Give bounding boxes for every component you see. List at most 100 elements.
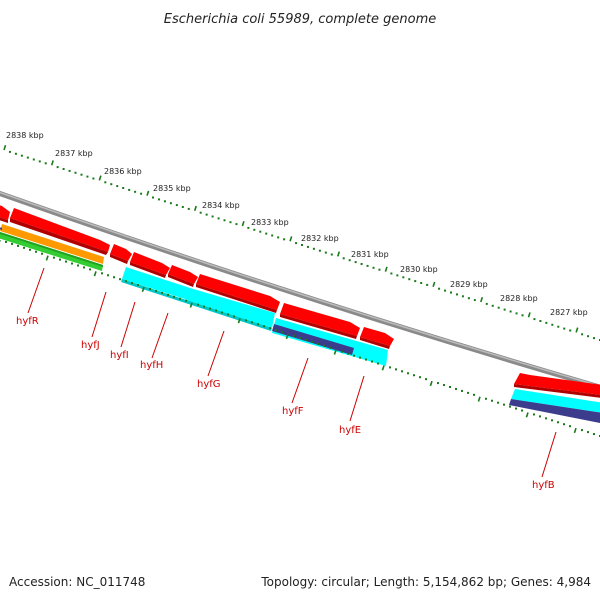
ruler-dot xyxy=(17,244,19,247)
ruler-dot xyxy=(119,278,121,281)
gene-label-hyfB[interactable]: hyfB xyxy=(532,480,555,491)
ruler-dot xyxy=(205,213,208,216)
cds-feature[interactable] xyxy=(280,314,357,339)
ruler-dot xyxy=(26,156,29,159)
cds-feature[interactable] xyxy=(168,274,194,287)
ruler-dot xyxy=(342,257,345,260)
cds-feature[interactable] xyxy=(0,202,10,220)
ruler-dot xyxy=(257,323,259,326)
cds-feature[interactable] xyxy=(168,265,198,284)
ruler-dot xyxy=(377,362,379,365)
ruler-dot xyxy=(68,169,71,172)
ruler-dot xyxy=(155,289,157,292)
ruler-dot xyxy=(92,177,95,180)
ruler-dot xyxy=(269,327,271,330)
ruler-dot xyxy=(275,329,277,332)
ruler-dot xyxy=(312,247,315,250)
ruler-tick xyxy=(193,205,198,212)
ruler-dot xyxy=(473,299,476,302)
cds-feature[interactable] xyxy=(360,327,394,346)
ruler-dot xyxy=(539,320,542,322)
cds-feature[interactable] xyxy=(196,274,280,310)
leader-hyfE xyxy=(349,375,365,422)
ruler-dot xyxy=(179,297,181,300)
cyan-band-shadow xyxy=(121,279,272,331)
inner-ruler-ticks xyxy=(0,240,577,434)
gene-label-hyfI[interactable]: hyfI xyxy=(110,350,129,361)
outer-ruler-ticks xyxy=(3,144,579,333)
cyan-band[interactable] xyxy=(511,389,600,414)
gene-labels: hyfR hyfJ hyfI hyfH hyfG hyfF hyfE hyfB xyxy=(16,316,555,491)
ruler-dot xyxy=(407,372,409,375)
ruler-dot xyxy=(128,188,131,191)
cyan-band[interactable] xyxy=(122,267,190,300)
gene-label-hyfF[interactable]: hyfF xyxy=(282,406,304,417)
leader-hyfJ xyxy=(91,291,107,338)
ruler-dot xyxy=(569,329,572,332)
gene-label-hyfE[interactable]: hyfE xyxy=(339,425,361,436)
ruler-dot xyxy=(41,252,43,255)
ruler-dot xyxy=(402,276,405,279)
ruler-dot xyxy=(167,293,169,296)
ruler-dot xyxy=(311,340,313,343)
cds-feature[interactable] xyxy=(130,262,166,278)
ruler-dot xyxy=(390,272,393,275)
ruler-dot xyxy=(221,311,223,314)
cds-feature[interactable] xyxy=(130,252,170,275)
ruler-dot xyxy=(203,305,205,308)
ruler-dot xyxy=(227,313,229,316)
ruler-dot xyxy=(408,278,411,281)
ruler-tick xyxy=(289,236,293,242)
cds-feature[interactable] xyxy=(280,303,360,336)
ruler-label-2837: 2837 kbp xyxy=(55,149,93,158)
cds-feature[interactable] xyxy=(196,284,277,313)
cds-feature[interactable] xyxy=(10,208,110,252)
leader-hyfR xyxy=(27,267,45,314)
cds-feature[interactable] xyxy=(514,384,600,399)
ruler-label-2830: 2830 kbp xyxy=(400,265,438,274)
cds-feature[interactable] xyxy=(360,337,390,349)
ruler-dot xyxy=(545,417,547,420)
ruler-dot xyxy=(497,401,499,404)
ruler-dot xyxy=(305,338,307,341)
cds-feature[interactable] xyxy=(0,214,8,223)
ruler-dot xyxy=(83,266,85,269)
ruler-dot xyxy=(353,354,355,357)
cds-feature[interactable] xyxy=(514,373,600,396)
cyan-band[interactable] xyxy=(186,288,275,328)
leader-hyfF xyxy=(291,357,309,404)
ruler-dot xyxy=(426,283,429,286)
ruler-dot xyxy=(503,403,505,406)
ruler-dot xyxy=(247,226,250,229)
ruler-label-2833: 2833 kbp xyxy=(251,218,289,227)
gene-label-hyfR[interactable]: hyfR xyxy=(16,316,39,327)
ruler-dot xyxy=(360,263,363,265)
ruler-tick xyxy=(480,296,484,303)
purple-band[interactable] xyxy=(272,324,354,355)
cds-feature[interactable] xyxy=(110,244,132,261)
ruler-dot xyxy=(587,431,589,434)
purple-band xyxy=(0,227,2,230)
cds-feature[interactable] xyxy=(110,254,128,264)
ruler-dot xyxy=(101,272,103,275)
gene-label-hyfJ[interactable]: hyfJ xyxy=(81,340,100,351)
ruler-tick xyxy=(336,251,341,257)
ruler-dot xyxy=(71,262,73,265)
ruler-dot xyxy=(347,352,349,355)
ruler-dot xyxy=(443,384,445,387)
ruler-dot xyxy=(449,386,451,388)
cds-feature[interactable] xyxy=(10,218,108,255)
ruler-dot xyxy=(551,419,553,422)
ruler-dot xyxy=(359,356,361,359)
gene-label-hyfH[interactable]: hyfH xyxy=(140,360,163,371)
ruler-tick xyxy=(432,281,436,288)
gene-label-hyfG[interactable]: hyfG xyxy=(197,379,221,390)
ruler-tick xyxy=(146,190,150,196)
ruler-dot xyxy=(378,268,381,271)
purple-band[interactable] xyxy=(509,399,600,425)
map-title: Escherichia coli 55989, complete genome xyxy=(164,12,436,27)
ruler-dot xyxy=(557,325,560,328)
ruler-dot xyxy=(341,350,343,353)
ruler-dot xyxy=(509,405,511,408)
gene-leaders xyxy=(27,267,557,478)
